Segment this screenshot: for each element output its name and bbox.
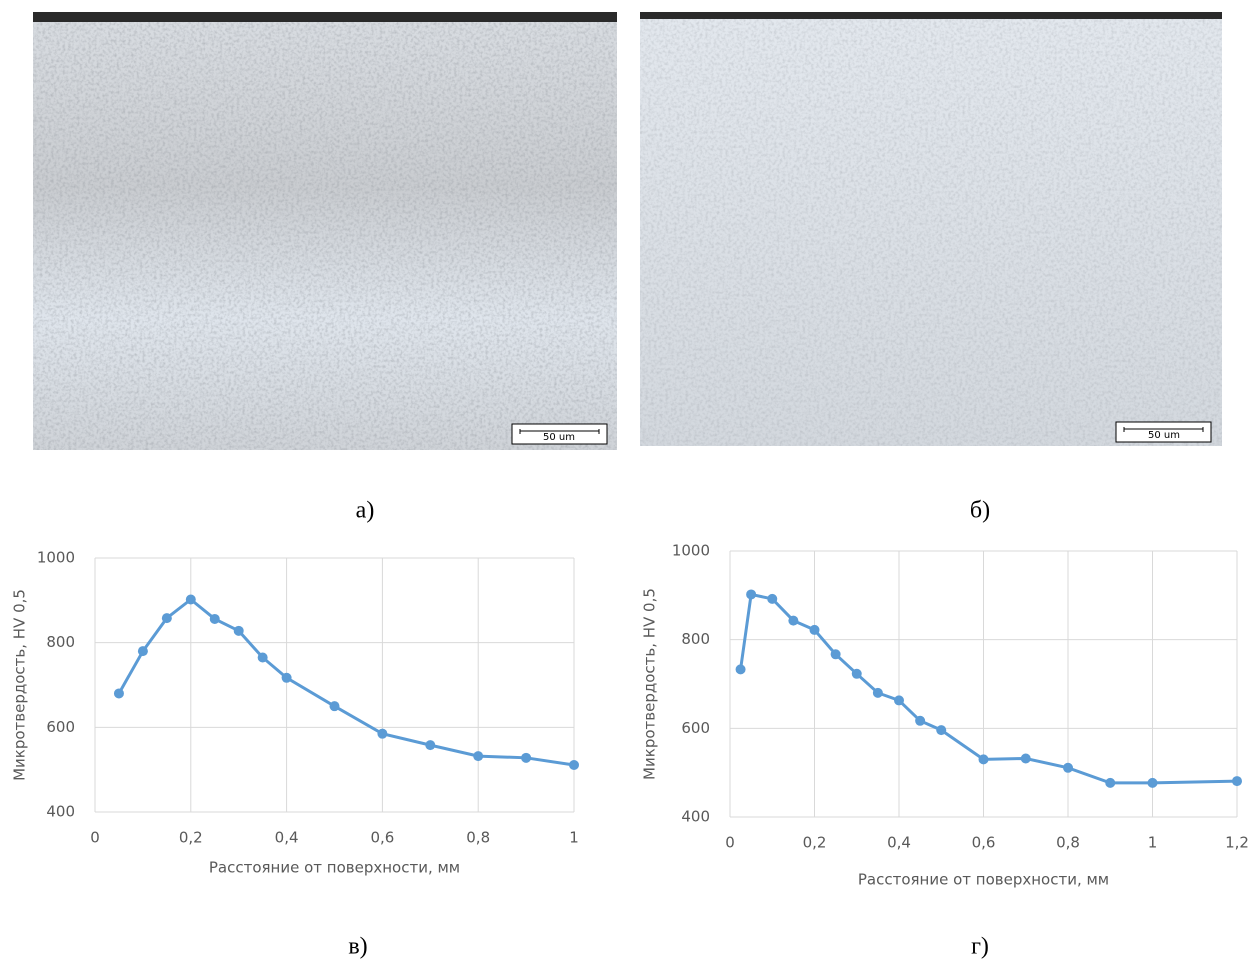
y-tick-label: 600 (46, 718, 75, 736)
data-point (809, 624, 820, 635)
x-tick-label: 0 (90, 829, 100, 847)
y-tick-label: 1000 (672, 542, 710, 560)
data-point (113, 688, 124, 699)
data-point (281, 672, 292, 683)
data-point (936, 725, 947, 736)
caption: а) (356, 498, 375, 524)
caption: б) (970, 498, 990, 524)
data-point (894, 695, 904, 706)
y-tick-label: 400 (681, 808, 710, 826)
data-point (185, 594, 196, 605)
y-tick-label: 800 (46, 633, 75, 651)
y-tick-label: 1000 (37, 549, 75, 567)
x-tick-label: 0,8 (466, 829, 490, 847)
y-axis-label: Микротвердость, HV 0,5 (641, 588, 659, 780)
data-point (377, 728, 388, 739)
x-tick-label: 0,6 (370, 829, 394, 847)
data-point (872, 687, 883, 698)
x-tick-label: 1 (569, 829, 579, 847)
x-tick-label: 0,2 (803, 834, 827, 852)
data-point (735, 664, 746, 675)
x-axis-label: Расстояние от поверхности, мм (858, 871, 1109, 889)
data-point (257, 652, 268, 663)
data-point (473, 751, 484, 762)
data-point (1147, 777, 1158, 788)
data-point (1063, 762, 1073, 773)
data-point (830, 649, 841, 660)
chart: 400 600 800 1000 0 0,2 0,4 0,6 0,8 1 1,2 Расстояние… (641, 542, 1249, 960)
x-tick-label: 0,4 (275, 829, 299, 847)
y-tick-label: 800 (681, 630, 710, 648)
data-point (915, 715, 926, 726)
data-point (161, 613, 172, 624)
x-axis-label: Расстояние от поверхности, мм (209, 859, 460, 877)
data-point (1232, 776, 1242, 787)
scale-label: 50 um (543, 432, 575, 443)
data-point (137, 646, 148, 657)
data-point (425, 740, 436, 751)
x-tick-label: 0 (725, 834, 735, 852)
series-line (739, 592, 1238, 785)
caption: в) (348, 934, 367, 960)
x-tick-label: 1 (1148, 834, 1158, 852)
data-point (521, 752, 532, 763)
data-point (329, 701, 340, 712)
data-point (569, 760, 579, 771)
chart: 400 600 800 1000 0 0,2 0,4 0,6 0,8 1 Расстояние от… (11, 549, 579, 960)
y-tick-label: 400 (46, 803, 75, 821)
data-point (978, 754, 989, 765)
x-tick-label: 0,2 (179, 829, 203, 847)
caption: г) (971, 934, 989, 960)
x-tick-label: 0,6 (972, 834, 996, 852)
data-point (746, 589, 757, 600)
data-point (1105, 777, 1116, 788)
y-axis-label: Микротвердость, HV 0,5 (11, 589, 29, 781)
series-line (117, 597, 575, 767)
micrograph-b: 50 um (640, 12, 1222, 446)
data-point (767, 593, 778, 604)
scale-label: 50 um (1148, 430, 1180, 441)
x-tick-label: 0,8 (1056, 834, 1080, 852)
data-point (851, 668, 862, 679)
x-tick-label: 1,2 (1225, 834, 1249, 852)
x-tick-label: 0,4 (887, 834, 911, 852)
data-point (209, 613, 220, 624)
data-point (1020, 753, 1031, 764)
data-point (788, 615, 799, 626)
micrograph-a: 50 um (33, 12, 617, 450)
data-point (233, 625, 244, 636)
y-tick-label: 600 (681, 719, 710, 737)
